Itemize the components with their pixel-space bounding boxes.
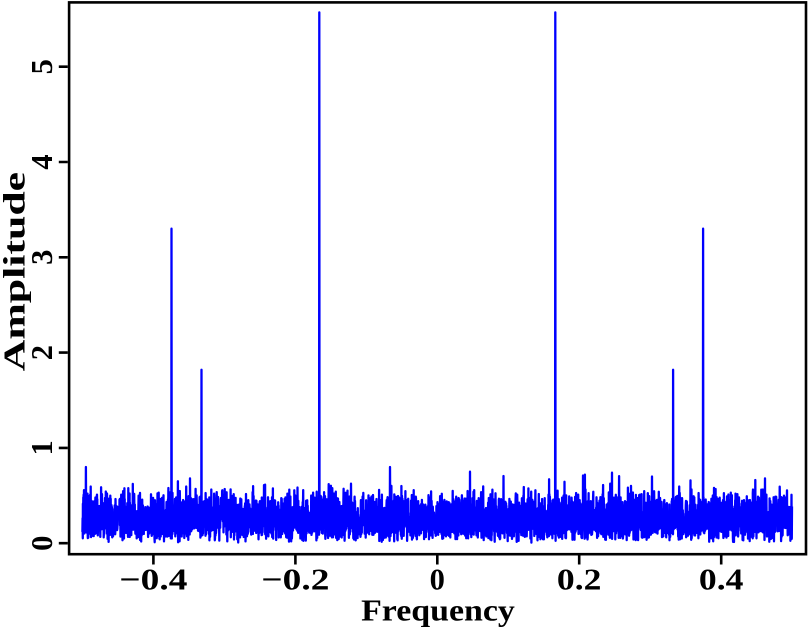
svg-text:Amplitude: Amplitude	[0, 172, 32, 371]
svg-text:2: 2	[25, 345, 59, 360]
svg-text:1: 1	[25, 440, 59, 455]
svg-text:−0.2: −0.2	[261, 563, 329, 597]
svg-text:0: 0	[430, 563, 445, 597]
svg-text:0: 0	[25, 536, 59, 551]
svg-text:Frequency: Frequency	[361, 593, 515, 627]
svg-text:−0.4: −0.4	[119, 563, 187, 597]
svg-text:0.2: 0.2	[557, 563, 602, 597]
svg-text:0.4: 0.4	[699, 563, 744, 597]
svg-text:4: 4	[25, 154, 59, 169]
svg-text:3: 3	[25, 250, 59, 265]
svg-text:5: 5	[25, 59, 59, 74]
